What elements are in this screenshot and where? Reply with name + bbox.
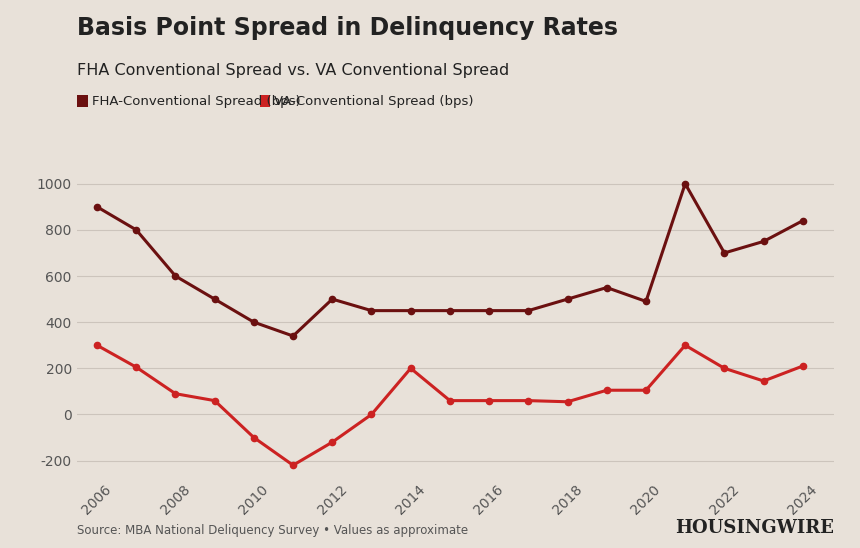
Text: FHA-Conventional Spread (bps): FHA-Conventional Spread (bps) [92,95,301,108]
Text: VA-Conventional Spread (bps): VA-Conventional Spread (bps) [274,95,474,108]
Text: Source: MBA National Deliquency Survey • Values as approximate: Source: MBA National Deliquency Survey •… [77,524,469,537]
Text: FHA Conventional Spread vs. VA Conventional Spread: FHA Conventional Spread vs. VA Conventio… [77,63,510,78]
Text: HOUSINGWIRE: HOUSINGWIRE [675,519,834,537]
Text: Basis Point Spread in Delinquency Rates: Basis Point Spread in Delinquency Rates [77,16,618,41]
